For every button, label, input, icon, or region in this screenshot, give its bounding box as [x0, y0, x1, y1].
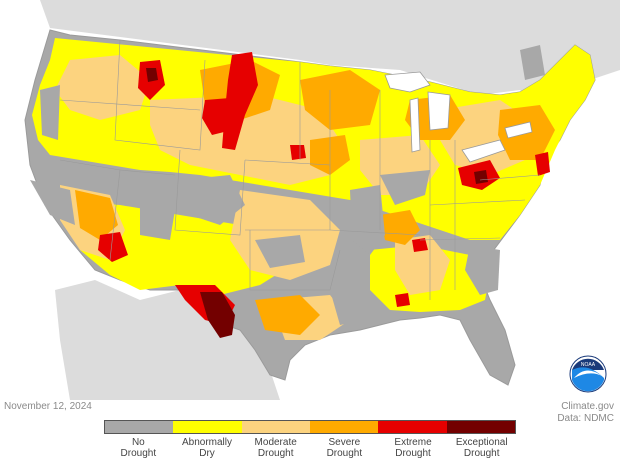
extreme-drought-areas — [98, 52, 550, 325]
drought-map: NOAA — [0, 0, 620, 400]
legend-label-moderate-drought: Moderate Drought — [254, 437, 297, 459]
no-drought-patches — [30, 45, 545, 325]
legend-label-extreme-drought: Extreme Drought — [394, 437, 432, 459]
legend-labels: No Drought Abnormally Dry Moderate Drought … — [104, 437, 516, 459]
data-credit: Data: NDMC — [557, 413, 614, 424]
legend-label-no-drought: No Drought — [120, 437, 157, 459]
legend-swatch-exceptional-drought — [446, 421, 515, 433]
state-borders — [59, 39, 541, 300]
legend-swatch-severe-drought — [309, 421, 379, 433]
legend-swatch-extreme-drought — [378, 421, 447, 433]
noaa-logo: NOAA — [569, 355, 607, 393]
legend-label-abnormally-dry: Abnormally Dry — [181, 437, 233, 459]
legend-label-severe-drought: Severe Drought — [326, 437, 363, 459]
legend-swatch-moderate-drought — [241, 421, 310, 433]
exceptional-drought-areas — [146, 68, 488, 338]
severe-drought-areas — [75, 60, 555, 335]
noaa-logo-text: NOAA — [581, 362, 596, 368]
great-lakes — [384, 71, 533, 163]
legend-swatch-abnormally-dry — [173, 421, 242, 433]
legend-color-bar — [104, 420, 516, 434]
map-date: November 12, 2024 — [4, 401, 92, 412]
legend-label-exceptional-drought: Exceptional Drought — [455, 437, 508, 459]
legend-swatch-no-drought — [105, 421, 174, 433]
site-credit: Climate.gov — [561, 401, 614, 412]
